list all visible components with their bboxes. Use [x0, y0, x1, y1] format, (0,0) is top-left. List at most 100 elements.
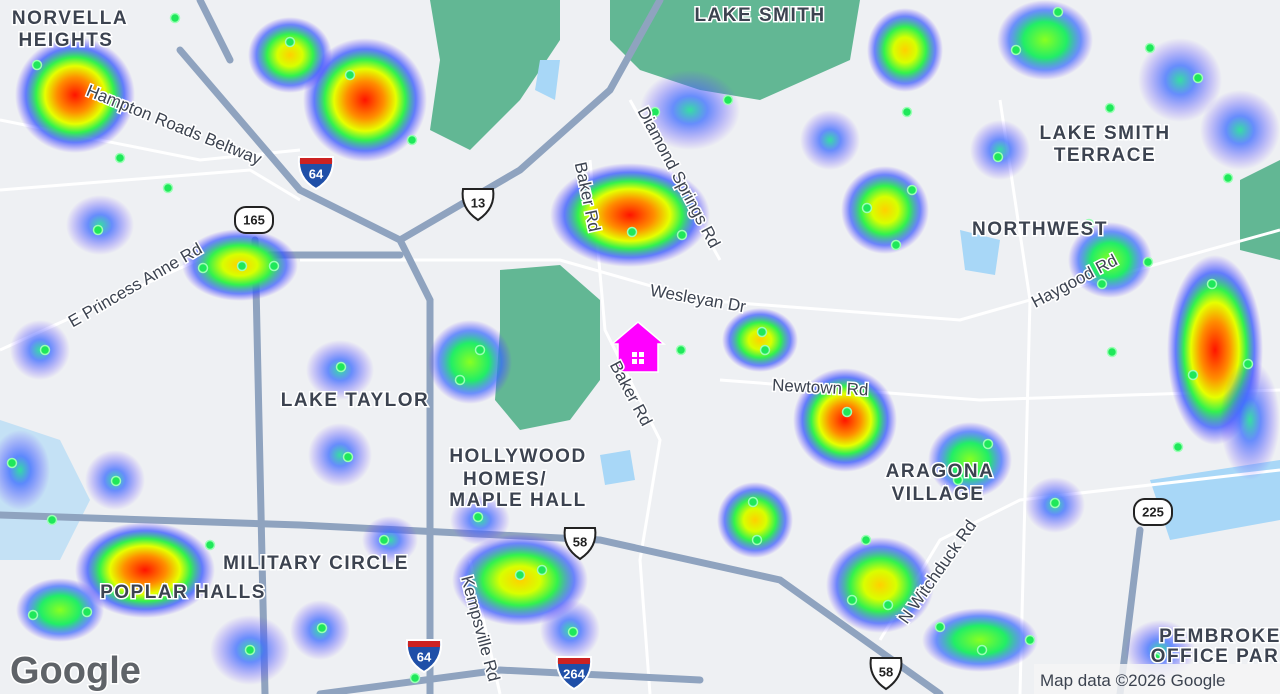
heat-point	[1024, 634, 1036, 646]
area-label: HOLLYWOOD	[449, 446, 586, 467]
highway	[316, 666, 704, 694]
route-shields: 64 165 13 58 64 264 58 225	[234, 156, 1173, 691]
heat-point	[454, 374, 466, 386]
heat-point	[747, 496, 759, 508]
heat-point	[934, 621, 946, 633]
heat-point	[759, 344, 771, 356]
area-label: VILLAGE	[892, 484, 985, 505]
home-marker[interactable]	[609, 321, 667, 373]
shield-bg	[1133, 498, 1173, 526]
heat-point	[81, 606, 93, 618]
route-shield: 58	[573, 534, 587, 549]
heat-point	[406, 134, 418, 146]
area-label: LAKE SMITH	[694, 5, 825, 26]
heat-blob	[800, 110, 860, 170]
shield-band	[300, 158, 332, 164]
heat-point	[1222, 172, 1234, 184]
water	[960, 230, 1000, 275]
route-shield: 13	[471, 195, 485, 210]
heat-point	[906, 184, 918, 196]
heat-point	[1150, 652, 1162, 664]
heat-blob	[826, 537, 934, 633]
heat-point	[1096, 278, 1108, 290]
heat-point	[861, 202, 873, 214]
heat-point	[1187, 369, 1199, 381]
heat-point	[536, 564, 548, 576]
heat-blob	[550, 163, 710, 267]
heat-point	[31, 59, 43, 71]
heat-point	[344, 69, 356, 81]
heat-point	[342, 451, 354, 463]
shield-band	[558, 658, 590, 664]
heat-blob	[15, 37, 135, 153]
heat-point	[567, 626, 579, 638]
heat-point	[841, 406, 853, 418]
shield-bg	[555, 656, 593, 691]
area-label: OFFICE PAR	[1151, 646, 1280, 667]
heat-blob	[16, 578, 104, 642]
heat-blob	[75, 522, 215, 618]
heat-blob	[1200, 90, 1280, 170]
heat-point	[110, 475, 122, 487]
heat-point	[1049, 497, 1061, 509]
heat-point	[514, 569, 526, 581]
heat-blob	[66, 195, 134, 255]
heat-point	[204, 539, 216, 551]
area-label: TERRACE	[1054, 145, 1156, 166]
road-label: E Princess Anne Rd	[65, 239, 205, 331]
heat-point	[39, 344, 51, 356]
heat-point	[27, 609, 39, 621]
area-label: NORTHWEST	[972, 219, 1108, 240]
heat-point	[1106, 346, 1118, 358]
heat-point	[268, 260, 280, 272]
heat-point	[976, 644, 988, 656]
water	[535, 60, 560, 100]
route-shield: 225	[1142, 504, 1164, 519]
area-label: ARAGONA	[886, 461, 995, 482]
heat-blob	[722, 308, 798, 372]
heat-point	[197, 262, 209, 274]
heat-point	[316, 622, 328, 634]
route-shield: 264	[563, 666, 585, 681]
heat-point	[722, 94, 734, 106]
route-shield: 64	[417, 649, 432, 664]
heat-point	[676, 229, 688, 241]
heat-point	[982, 438, 994, 450]
highway	[396, 0, 664, 244]
heat-point	[474, 344, 486, 356]
road-label: Wesleyan Dr	[649, 281, 748, 317]
area-label: NORVELLA	[12, 8, 128, 29]
heat-blob	[640, 70, 740, 150]
water	[600, 450, 635, 485]
heat-blob	[1220, 360, 1280, 480]
shield-bg	[234, 206, 274, 234]
shield-bg	[461, 188, 495, 222]
heat-blob	[970, 120, 1030, 180]
heat-point	[1172, 441, 1184, 453]
heat-blob	[362, 516, 418, 564]
shield-bg	[869, 657, 903, 691]
heat-blob	[793, 368, 897, 472]
route-shield: 165	[243, 212, 265, 227]
heat-blob	[248, 17, 332, 93]
area-label: MILITARY CIRCLE	[223, 553, 409, 574]
heat-point	[236, 260, 248, 272]
heat-point	[649, 106, 661, 118]
heat-point	[1083, 218, 1095, 230]
highway	[0, 511, 944, 694]
heat-point	[169, 12, 181, 24]
heat-point	[378, 534, 390, 546]
heat-blob	[0, 430, 50, 510]
heat-point	[626, 226, 638, 238]
shield-bg	[297, 156, 335, 191]
heat-point	[751, 534, 763, 546]
area-label: PEMBROKE	[1159, 626, 1280, 647]
area-label: MAPLE HALL	[449, 490, 586, 511]
heat-blob	[1138, 38, 1222, 122]
street	[588, 159, 662, 694]
heat-blob	[303, 38, 427, 162]
heat-point	[1010, 44, 1022, 56]
heat-point	[992, 151, 1004, 163]
heat-point	[284, 36, 296, 48]
